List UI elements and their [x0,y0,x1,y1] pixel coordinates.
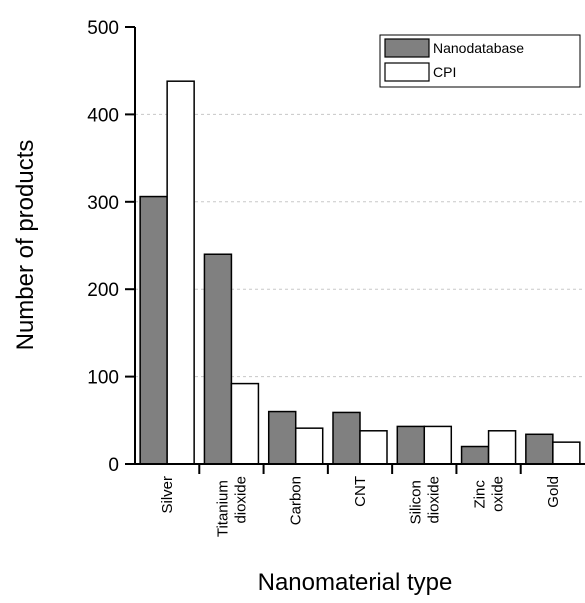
y-tick-label: 500 [87,18,119,39]
bar [423,425,453,465]
bar [139,195,168,465]
legend-label: CPI [433,64,456,80]
y-tick-label: 200 [87,280,119,301]
y-tick-label: 300 [87,193,119,214]
y-tick-label: 0 [108,455,119,476]
bar [487,430,517,465]
bar [294,427,324,465]
y-tick-label: 400 [87,105,119,126]
bar [166,80,195,465]
bar [460,445,490,465]
x-axis-title: Nanomaterial type [258,569,453,596]
bar [552,441,581,465]
bar [332,411,361,465]
bar [230,382,260,465]
legend-label: Nanodatabase [433,40,524,56]
bar [267,410,297,465]
x-tick-label: Gold [545,476,562,508]
bar [203,253,233,465]
x-tick-label: Zinc oxide [472,476,507,512]
y-axis-title: Number of products [12,140,39,351]
legend-swatch [384,38,430,58]
x-tick-label: Carbon [288,476,305,525]
x-tick-label: Silver [159,476,176,514]
bar [359,430,388,465]
x-tick-label: Silicon dioxide [407,476,442,524]
legend-swatch [384,62,430,82]
x-tick-label: Titanium dioxide [214,476,249,537]
bar [525,433,554,465]
bar [396,425,426,465]
y-tick-label: 100 [87,368,119,389]
x-tick-label: CNT [352,476,369,507]
